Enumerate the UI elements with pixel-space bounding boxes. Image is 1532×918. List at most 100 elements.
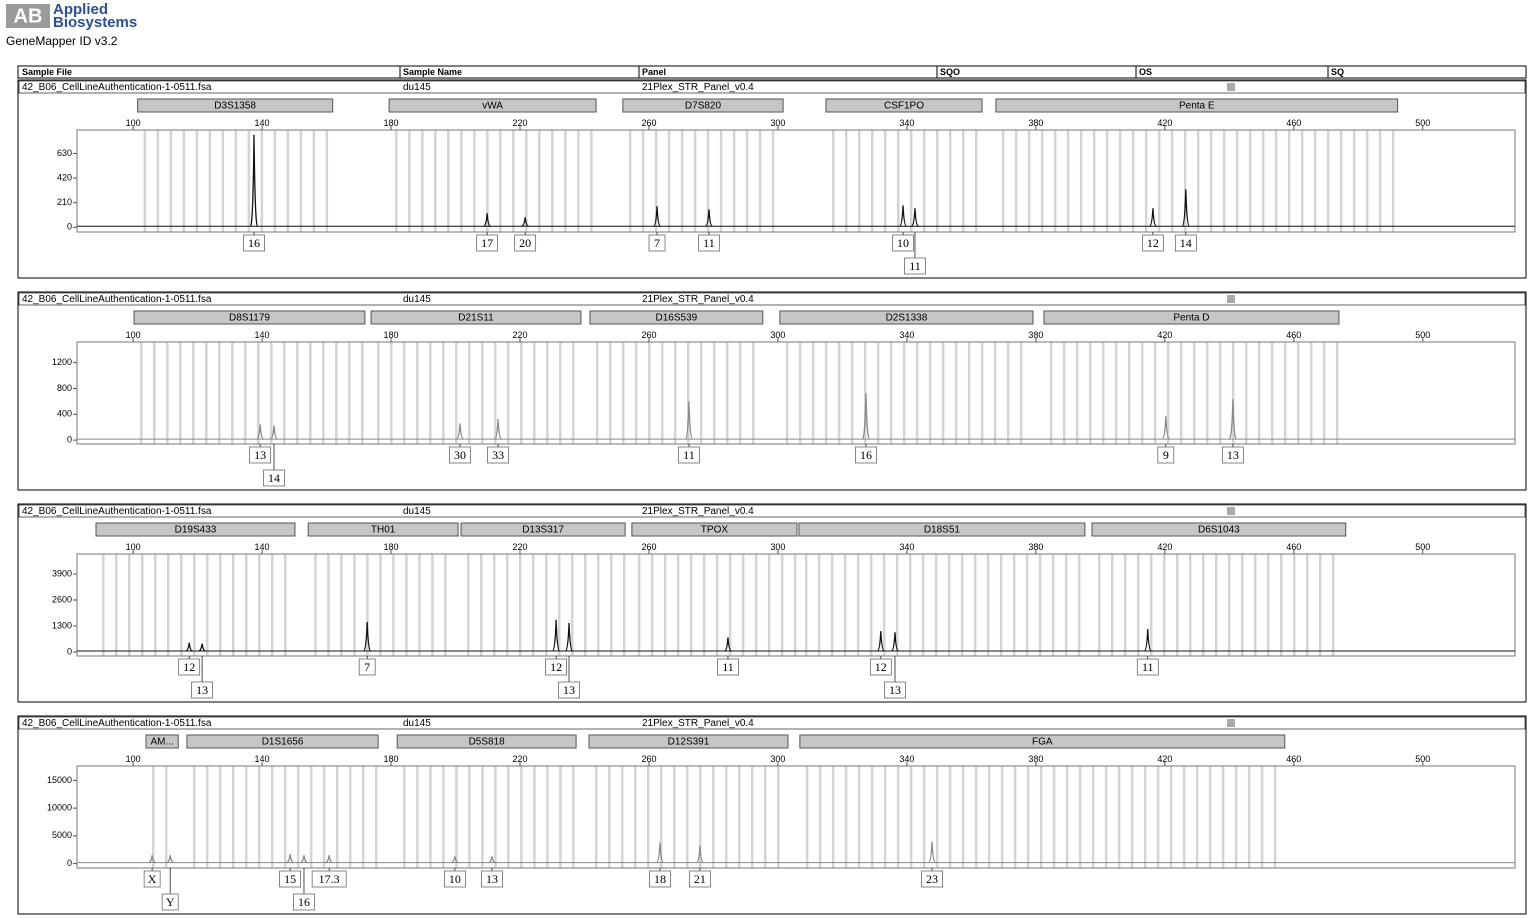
bin [1326, 130, 1330, 232]
bin [1335, 342, 1339, 444]
bin [922, 766, 926, 868]
allele-label: 12 [550, 660, 562, 674]
allele-box [884, 681, 906, 699]
marker-name: TH01 [371, 525, 396, 536]
bin [595, 766, 598, 868]
y-tick-label: 0 [67, 435, 72, 445]
allele-box [904, 257, 926, 275]
bin [889, 342, 893, 444]
bin [1166, 342, 1170, 444]
bin [764, 766, 767, 868]
x-tick-label: 380 [1028, 754, 1043, 764]
x-tick-label: 180 [384, 330, 399, 340]
bin [499, 130, 502, 232]
bin [169, 130, 173, 232]
bin [577, 130, 580, 232]
x-tick-label: 180 [384, 754, 399, 764]
bin [928, 342, 932, 444]
bin [641, 130, 645, 232]
x-tick-label: 260 [641, 754, 656, 764]
y-tick-label: 400 [57, 409, 72, 419]
bin [1322, 342, 1326, 444]
bin [1025, 554, 1029, 656]
bin [804, 554, 808, 656]
bin [431, 554, 434, 656]
bin [686, 766, 689, 868]
bin [284, 554, 287, 656]
bin [234, 130, 238, 232]
peak [861, 392, 871, 440]
bin [621, 766, 624, 868]
bin [1192, 342, 1196, 444]
bin [572, 766, 575, 868]
allele-label: 13 [889, 683, 901, 697]
bin [1247, 766, 1251, 868]
bin [257, 342, 260, 444]
marker-name: D18S51 [924, 525, 961, 536]
bin [1365, 130, 1369, 232]
sample-name: du145 [403, 82, 431, 93]
bin [143, 130, 147, 232]
marker-box [460, 522, 626, 537]
peak [451, 856, 459, 864]
bin [1006, 342, 1010, 444]
bin [1140, 342, 1144, 444]
bin [467, 554, 470, 656]
allele-label: 12 [875, 660, 887, 674]
bin [817, 554, 821, 656]
bin [218, 342, 221, 444]
allele-box [191, 681, 213, 699]
bin [706, 130, 710, 232]
x-tick-label: 300 [770, 754, 785, 764]
bin [538, 130, 541, 232]
bin [935, 130, 939, 232]
bin [325, 130, 329, 232]
bin [876, 342, 880, 444]
x-tick-label: 140 [255, 118, 270, 128]
bin [468, 766, 471, 868]
allele-box [514, 234, 537, 252]
bin [434, 130, 437, 232]
allele-label: 13 [196, 683, 208, 697]
panel-name: 21Plex_STR_Panel_v0.4 [642, 294, 754, 305]
column-title: Sample Name [403, 67, 462, 77]
allele-label: X [148, 872, 157, 886]
bin [140, 342, 143, 444]
bin [1339, 130, 1343, 232]
bin [1305, 554, 1309, 656]
x-tick-label: 260 [641, 330, 656, 340]
x-tick-label: 420 [1157, 754, 1172, 764]
x-tick-label: 420 [1157, 118, 1172, 128]
x-tick-label: 220 [512, 330, 527, 340]
x-tick-label: 220 [512, 542, 527, 552]
bin [1051, 554, 1055, 656]
x-tick-label: 420 [1157, 542, 1172, 552]
marker-name: D19S433 [175, 525, 217, 536]
peak [456, 423, 464, 440]
bin [1092, 130, 1096, 232]
allele-label: 33 [492, 448, 504, 462]
bin [650, 554, 654, 656]
bin [546, 766, 549, 868]
bin [702, 554, 706, 656]
bin [725, 766, 728, 868]
bin [1101, 342, 1105, 444]
bin [1221, 766, 1225, 868]
marker-name: D16S539 [656, 313, 698, 324]
bin [429, 342, 432, 444]
bin [680, 130, 684, 232]
bin [960, 554, 964, 656]
bin [546, 342, 549, 444]
bin [377, 342, 380, 444]
plot-frame [76, 553, 1516, 657]
bin [312, 130, 316, 232]
allele-box [143, 870, 161, 888]
bin [1078, 766, 1082, 868]
allele-box [1222, 446, 1244, 464]
allele-label: 18 [654, 872, 666, 886]
bin [455, 342, 458, 444]
marker-box [95, 522, 296, 537]
x-tick-label: 380 [1028, 542, 1043, 552]
allele-label: 10 [897, 236, 909, 250]
allele-label: 17.3 [319, 872, 340, 886]
